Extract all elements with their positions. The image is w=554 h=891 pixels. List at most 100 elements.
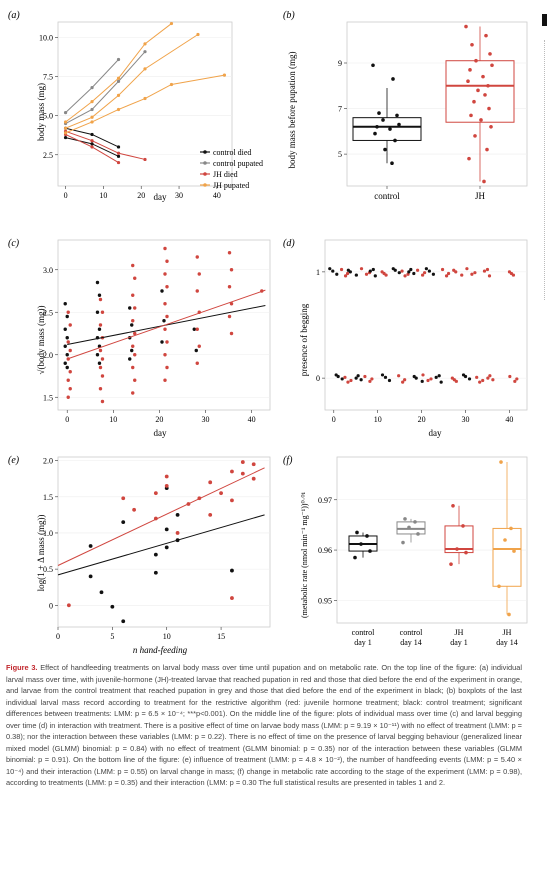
- page-edge-divider: [544, 40, 545, 300]
- data-point: [63, 344, 67, 348]
- data-point: [133, 378, 137, 382]
- data-point: [90, 132, 94, 137]
- data-point: [88, 574, 93, 579]
- panel-e-ylabel: log(1 + Δ mass (mg)): [36, 515, 46, 592]
- data-point: [98, 365, 103, 370]
- page-edge-marker: [542, 14, 547, 26]
- data-point: [481, 74, 485, 79]
- data-point: [491, 378, 495, 382]
- panel-f-xtick-label-line: control: [400, 628, 423, 637]
- data-point: [413, 520, 417, 524]
- data-point: [345, 271, 350, 276]
- data-point: [153, 491, 158, 496]
- data-point: [429, 377, 433, 381]
- data-point: [251, 476, 256, 481]
- panel-e-plot-area: 0 5 10 15 0 0.5 1.0 1.5 2.0: [43, 456, 271, 641]
- data-point: [452, 268, 456, 272]
- data-point: [406, 272, 410, 276]
- data-point: [219, 491, 223, 496]
- data-point: [229, 331, 234, 336]
- data-point: [466, 79, 470, 84]
- data-point: [473, 271, 477, 275]
- data-point: [121, 520, 126, 525]
- panel-f-ylabel: (metabolic rate (nmol min⁻¹ mg⁻¹))⁰·⁰¹: [300, 491, 309, 618]
- legend-swatch-dot: [203, 161, 207, 165]
- fit-line: [57, 467, 265, 566]
- data-point: [485, 147, 489, 152]
- data-point: [424, 267, 428, 271]
- series-line: [65, 51, 146, 124]
- data-point: [98, 348, 103, 353]
- data-point: [163, 327, 167, 331]
- data-point: [368, 549, 372, 553]
- data-point: [163, 272, 167, 276]
- data-point: [355, 530, 359, 535]
- panel-c-ylabel: √(body mass (mg)): [36, 306, 46, 375]
- data-point: [373, 274, 377, 278]
- data-point: [165, 259, 169, 263]
- panel-a-xtick-label: 10: [99, 191, 107, 200]
- data-point: [143, 157, 147, 162]
- data-point: [195, 289, 199, 293]
- data-point: [175, 512, 180, 517]
- panel-f-xtick-label: JH day 1: [450, 628, 468, 647]
- data-point: [478, 380, 482, 384]
- data-point: [99, 590, 104, 595]
- data-point: [407, 270, 411, 274]
- data-point: [165, 314, 169, 319]
- data-point: [486, 83, 490, 88]
- data-point: [68, 323, 72, 327]
- data-point: [403, 517, 407, 521]
- data-point: [131, 344, 135, 348]
- data-point: [440, 267, 445, 272]
- data-point: [208, 512, 213, 517]
- data-point: [488, 374, 492, 378]
- data-point: [68, 387, 72, 391]
- data-point: [487, 274, 492, 278]
- data-point: [100, 310, 105, 314]
- panel-d-ylabel: presence of begging: [299, 303, 309, 376]
- panel-e-xtick-label: 5: [110, 632, 114, 641]
- data-point: [100, 357, 105, 361]
- data-point: [121, 496, 126, 501]
- panel-f-xtick-label-line: JH: [503, 628, 512, 637]
- data-point: [195, 327, 199, 331]
- data-point: [116, 79, 121, 83]
- data-point: [464, 24, 468, 29]
- data-point: [346, 268, 350, 272]
- data-point: [131, 365, 135, 370]
- data-point: [192, 327, 196, 331]
- panel-a-ytick-label: 2.5: [43, 151, 53, 160]
- data-point: [401, 540, 405, 545]
- panel-b-label: (b): [283, 10, 295, 21]
- data-point: [383, 147, 387, 152]
- panel-f-xtick-label-line: control: [352, 628, 375, 637]
- panel-a-ylabel: body mass (mg): [36, 83, 46, 141]
- data-point: [164, 527, 169, 532]
- figure-caption: Figure 3. Effect of handfeeding treatmen…: [6, 662, 522, 789]
- data-point: [240, 471, 245, 476]
- data-point: [349, 378, 353, 383]
- panel-e-xtick-label: 15: [217, 632, 225, 641]
- data-point: [196, 32, 200, 37]
- data-point: [128, 357, 132, 361]
- data-point: [363, 374, 367, 379]
- data-point: [467, 377, 472, 381]
- panel-b-ylabel: body mass before pupation (mg): [287, 52, 297, 169]
- data-point: [131, 391, 135, 395]
- data-point: [476, 88, 480, 93]
- data-point: [488, 52, 492, 56]
- data-point: [90, 145, 94, 149]
- panel-c-ytick-label: 3.0: [43, 266, 53, 275]
- data-point: [100, 374, 105, 378]
- data-point: [153, 552, 158, 557]
- box-body: [445, 60, 515, 123]
- data-point: [479, 118, 483, 122]
- data-point: [65, 336, 69, 340]
- fit-line: [67, 289, 266, 360]
- data-point: [208, 480, 213, 485]
- data-point: [483, 93, 487, 97]
- panel-d-plot-frame: [324, 239, 528, 411]
- data-point: [116, 145, 121, 149]
- panel-c-xtick-label: 40: [248, 415, 256, 424]
